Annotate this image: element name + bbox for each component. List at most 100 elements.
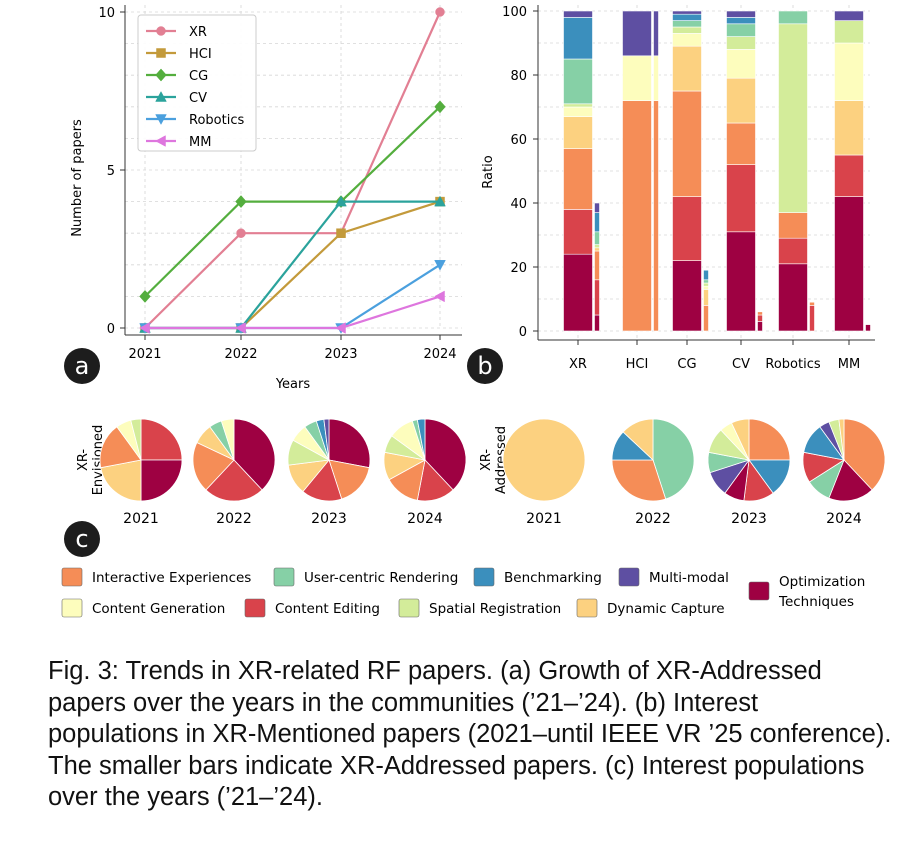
legend-marker-hci <box>156 48 166 58</box>
legend-label-hci: HCI <box>189 47 212 62</box>
bar-segment-multi-modal <box>622 10 652 57</box>
series-robotics <box>139 260 446 334</box>
pie-group-xr-addressed: XR-Addressed 2021 2022 2023 2024 <box>479 418 886 527</box>
bar-segment-multi-modal <box>726 10 756 18</box>
legend-item-optimization-techniques: Optimization Techniques <box>748 574 865 610</box>
small-bar-segment-optimization-techniques <box>594 314 600 332</box>
x-tick-label-cg: CG <box>677 357 696 372</box>
pie-year-label: 2024 <box>826 511 862 527</box>
legend-label-multi-modal: Multi-modal <box>649 570 729 586</box>
legend-marker-robotics <box>155 114 167 125</box>
pie-year-label: 2022 <box>635 511 671 527</box>
pie-slice-dynamic-capture <box>731 418 750 461</box>
pie-xr-envisioned-2023 <box>287 418 371 502</box>
pie-year-label: 2024 <box>407 511 443 527</box>
bar-segment-optimization-techniques <box>726 231 756 332</box>
y-tick-label: 60 <box>510 133 527 148</box>
small-bar-segment-content-generation <box>653 55 659 101</box>
bar-segment-spatial-registration <box>778 23 808 213</box>
figure-canvas: 0 5 10 2021 2022 2023 2024 Years Number of paper… <box>61 5 886 618</box>
bar-segment-optimization-techniques <box>834 196 864 332</box>
pie-slice-dynamic-capture <box>100 459 142 502</box>
y-tick-label: 10 <box>98 6 115 21</box>
legend-marker-xr <box>156 26 166 36</box>
pie-group-label-line: Envisioned <box>91 425 106 496</box>
legend-swatch-content-editing <box>244 598 266 618</box>
legend-label-dynamic-capture: Dynamic Capture <box>607 601 725 617</box>
data-point-mm <box>139 322 150 334</box>
x-tick-label: 2023 <box>324 347 357 362</box>
bar-segment-spatial-registration <box>834 20 864 44</box>
bar-group-robotics <box>778 10 815 332</box>
small-bar-segment-benchmarking <box>594 212 600 233</box>
pie-slice-dynamic-capture <box>502 418 586 502</box>
data-point-xr <box>435 7 445 17</box>
bar-segment-benchmarking <box>672 13 702 21</box>
panel-badges: a b c <box>64 348 503 557</box>
legend-item-spatial-registration: Spatial Registration <box>398 598 561 618</box>
bar-segment-content-editing <box>672 196 702 261</box>
small-bar-segment-interactive-experiences <box>809 301 815 306</box>
pie-slice-interactive-experiences <box>748 418 791 461</box>
pie-xr-envisioned-2022 <box>192 418 276 502</box>
pie-group-label: XR-Envisioned <box>76 425 106 496</box>
legend-swatch-content-generation <box>61 598 83 618</box>
panel-badge-c <box>64 521 100 557</box>
bar-segment-benchmarking <box>563 17 593 60</box>
bar-group-cv <box>726 10 763 332</box>
bar-segment-dynamic-capture <box>672 45 702 92</box>
small-bar-segment-spatial-registration <box>594 244 600 249</box>
series-cv <box>139 195 446 333</box>
legend-label-mm: MM <box>189 135 211 150</box>
pie-slice-user-centric-rendering <box>652 418 695 500</box>
bar-segment-content-editing <box>834 154 864 197</box>
pie-year-label: 2023 <box>311 511 347 527</box>
pie-group-label-line: Addressed <box>494 426 509 494</box>
panel-b-stacked-bar-chart: 0 20 40 60 80 100 Ratio XR HCI CG CV Robotics MM <box>481 5 875 372</box>
legend-label-user-centric-rendering: User-centric Rendering <box>304 570 458 586</box>
y-tick-label: 5 <box>107 164 115 179</box>
bar-segment-multi-modal <box>834 10 864 21</box>
legend-box <box>137 14 257 152</box>
pie-slice-content-editing <box>140 418 183 461</box>
pie-year-label: 2021 <box>123 511 159 527</box>
small-bar-segment-interactive-experiences <box>594 250 600 281</box>
y-axis-label: Ratio <box>481 155 496 188</box>
pie-slice-optimization-techniques <box>233 418 276 491</box>
small-bar-segment-interactive-experiences <box>703 305 709 332</box>
pie-group-label-line: XR- <box>479 449 494 471</box>
pie-year-label: 2022 <box>216 511 252 527</box>
bar-group-cg <box>672 10 709 332</box>
pie-slice-optimization-techniques <box>140 459 183 502</box>
panel-badge-label-a: a <box>75 352 90 380</box>
pie-xr-addressed-2024 <box>802 418 886 502</box>
y-tick-label: 40 <box>510 197 527 212</box>
legend-label-cg: CG <box>189 69 208 84</box>
bar-segment-content-editing <box>563 209 593 255</box>
pie-slice-interactive-experiences <box>192 442 235 491</box>
data-point-mm <box>235 322 246 334</box>
pie-slice-interactive-experiences <box>328 459 370 500</box>
pie-slice-interactive-experiences <box>99 426 142 469</box>
legend-label-robotics: Robotics <box>189 113 244 128</box>
legend-label-content-editing: Content Editing <box>275 601 380 617</box>
panel-badge-a <box>64 348 100 384</box>
pie-xr-addressed-2023 <box>707 418 791 502</box>
legend-swatch-spatial-registration <box>398 598 420 618</box>
y-tick-label: 80 <box>510 69 527 84</box>
x-axis-label: Years <box>275 377 311 392</box>
data-point-cg <box>139 289 151 303</box>
bar-segment-spatial-registration <box>726 36 756 50</box>
pie-group-xr-envisioned: XR-Envisioned 2021 2022 2023 2024 <box>76 418 467 527</box>
bar-segment-optimization-techniques <box>672 260 702 332</box>
small-bar-segment-multi-modal <box>653 10 659 57</box>
legend-swatch-optimization-techniques <box>748 581 770 601</box>
x-tick-label-xr: XR <box>569 357 587 372</box>
x-tick-label-cv: CV <box>732 357 750 372</box>
bar-segment-content-generation <box>563 106 593 117</box>
bar-segment-content-generation <box>672 33 702 47</box>
legend-label-interactive-experiences: Interactive Experiences <box>92 570 251 586</box>
data-point-cg <box>434 100 446 114</box>
legend-marker-mm <box>155 135 166 147</box>
pie-slice-dynamic-capture <box>838 418 845 461</box>
